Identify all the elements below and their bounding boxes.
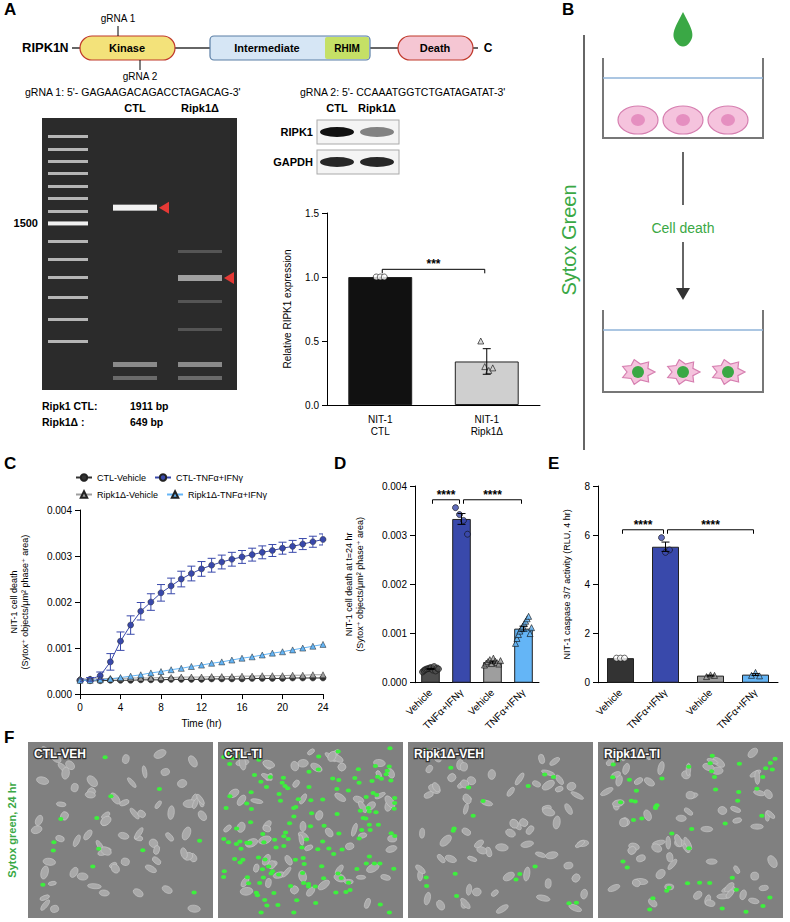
svg-text:NIT-1 cell death at t=24 hr: NIT-1 cell death at t=24 hr <box>344 532 354 636</box>
svg-text:****: **** <box>701 518 720 532</box>
svg-text:1911 bp: 1911 bp <box>130 400 169 412</box>
svg-text:0.004: 0.004 <box>382 481 407 492</box>
svg-text:Death: Death <box>420 42 451 54</box>
svg-text:RHIM: RHIM <box>334 43 360 54</box>
svg-text:2: 2 <box>584 628 590 639</box>
svg-text:0.002: 0.002 <box>382 579 407 590</box>
svg-text:C: C <box>484 41 493 55</box>
html-text:F: F <box>4 728 15 747</box>
svg-text:gRNA 2: 5'- CCAAATGGTCTGATAGAT: gRNA 2: 5'- CCAAATGGTCTGATAGATAT-3' <box>300 86 505 98</box>
svg-text:Vehicle: Vehicle <box>466 687 497 718</box>
svg-text:Relative RIPK1 expression: Relative RIPK1 expression <box>282 250 293 369</box>
svg-text:0.000: 0.000 <box>382 677 407 688</box>
svg-text:Sytox Green: Sytox Green <box>558 184 580 295</box>
svg-text:GAPDH: GAPDH <box>273 156 313 168</box>
svg-text:Vehicle: Vehicle <box>594 687 625 718</box>
svg-text:Time (hr): Time (hr) <box>181 718 221 729</box>
svg-text:0.000: 0.000 <box>47 689 72 700</box>
svg-text:16: 16 <box>236 702 248 713</box>
svg-text:CTL: CTL <box>326 102 348 114</box>
svg-text:0.004: 0.004 <box>47 505 72 516</box>
svg-text:Ripk1Δ-VEH: Ripk1Δ-VEH <box>414 747 484 761</box>
html-text:E: E <box>548 454 560 473</box>
html-text:B: B <box>562 0 575 19</box>
svg-text:4: 4 <box>118 702 124 713</box>
svg-text:0.003: 0.003 <box>382 530 407 541</box>
svg-text:4: 4 <box>584 579 590 590</box>
svg-text:Ripk1Δ-TNFα+IFNγ: Ripk1Δ-TNFα+IFNγ <box>188 490 267 500</box>
svg-text:0.002: 0.002 <box>47 597 72 608</box>
html-text:C: C <box>4 454 17 473</box>
svg-text:649 bp: 649 bp <box>130 416 163 428</box>
html-text:A: A <box>4 0 17 19</box>
svg-text:NIT-1 cell death: NIT-1 cell death <box>9 571 19 634</box>
svg-text:Ripk1 CTL:: Ripk1 CTL: <box>42 400 97 412</box>
svg-text:20: 20 <box>277 702 289 713</box>
svg-text:TNFα+IFNγ: TNFα+IFNγ <box>625 687 670 732</box>
svg-text:Ripk1Δ-TI: Ripk1Δ-TI <box>604 747 660 761</box>
svg-text:CTL-TNFα+IFNγ: CTL-TNFα+IFNγ <box>176 473 243 483</box>
svg-text:(Sytox⁺ objects/μm² phase⁺ are: (Sytox⁺ objects/μm² phase⁺ area) <box>20 535 30 670</box>
svg-text:Sytox green, 24 hr: Sytox green, 24 hr <box>6 782 18 878</box>
svg-text:(Sytox⁺ objects/μm² phase⁺ are: (Sytox⁺ objects/μm² phase⁺ area) <box>355 517 365 652</box>
svg-text:NIT-1 caspase 3/7 activity (RL: NIT-1 caspase 3/7 activity (RLU, 4 hr) <box>562 509 572 659</box>
svg-text:CTL: CTL <box>124 102 146 114</box>
svg-text:****: **** <box>437 488 456 502</box>
svg-text:NIT-1: NIT-1 <box>475 414 500 425</box>
svg-text:Ripk1Δ: Ripk1Δ <box>358 102 396 114</box>
svg-text:0.001: 0.001 <box>382 628 407 639</box>
svg-text:Kinase: Kinase <box>109 42 145 54</box>
svg-text:CTL: CTL <box>371 426 390 437</box>
svg-text:0: 0 <box>584 677 590 688</box>
html-text:D: D <box>334 454 347 473</box>
svg-text:gRNA 2: gRNA 2 <box>123 71 158 82</box>
svg-text:1.5: 1.5 <box>305 208 319 219</box>
svg-text:RIPK1: RIPK1 <box>22 40 60 55</box>
svg-text:8: 8 <box>158 702 164 713</box>
svg-text:NIT-1: NIT-1 <box>368 414 393 425</box>
svg-text:Ripk1Δ: Ripk1Δ <box>471 426 504 437</box>
svg-text:Intermediate: Intermediate <box>234 42 299 54</box>
svg-text:Vehicle: Vehicle <box>684 687 715 718</box>
svg-text:CTL-VEH: CTL-VEH <box>34 747 86 761</box>
svg-text:N: N <box>60 41 69 55</box>
svg-text:0: 0 <box>77 702 83 713</box>
svg-text:Ripk1Δ :: Ripk1Δ : <box>42 416 85 428</box>
svg-text:0.5: 0.5 <box>305 336 319 347</box>
svg-text:RIPK1: RIPK1 <box>281 126 313 138</box>
svg-text:****: **** <box>634 518 653 532</box>
svg-text:gRNA 1: 5'- GAGAAGACAGACCTAGAC: gRNA 1: 5'- GAGAAGACAGACCTAGACAG-3' <box>25 86 241 98</box>
svg-text:Ripk1Δ: Ripk1Δ <box>181 102 219 114</box>
svg-text:Cell death: Cell death <box>651 220 714 236</box>
svg-text:CTL-TI: CTL-TI <box>224 747 262 761</box>
svg-text:6: 6 <box>584 530 590 541</box>
svg-text:12: 12 <box>196 702 208 713</box>
svg-text:1500: 1500 <box>14 217 38 229</box>
svg-text:TNFα+IFNγ: TNFα+IFNγ <box>421 687 466 732</box>
svg-text:gRNA 1: gRNA 1 <box>101 13 136 24</box>
svg-text:TNFα+IFNγ: TNFα+IFNγ <box>715 687 760 732</box>
svg-text:***: *** <box>426 257 440 271</box>
svg-text:0.003: 0.003 <box>47 551 72 562</box>
svg-text:8: 8 <box>584 481 590 492</box>
svg-text:****: **** <box>483 488 502 502</box>
svg-text:Vehicle: Vehicle <box>404 687 435 718</box>
svg-text:Ripk1Δ-Vehicle: Ripk1Δ-Vehicle <box>97 490 158 500</box>
svg-text:24: 24 <box>317 702 329 713</box>
svg-text:CTL-Vehicle: CTL-Vehicle <box>97 473 146 483</box>
svg-text:1.0: 1.0 <box>305 272 319 283</box>
svg-text:TNFα+IFNγ: TNFα+IFNγ <box>483 687 528 732</box>
svg-text:0.001: 0.001 <box>47 643 72 654</box>
svg-text:0.0: 0.0 <box>305 400 319 411</box>
